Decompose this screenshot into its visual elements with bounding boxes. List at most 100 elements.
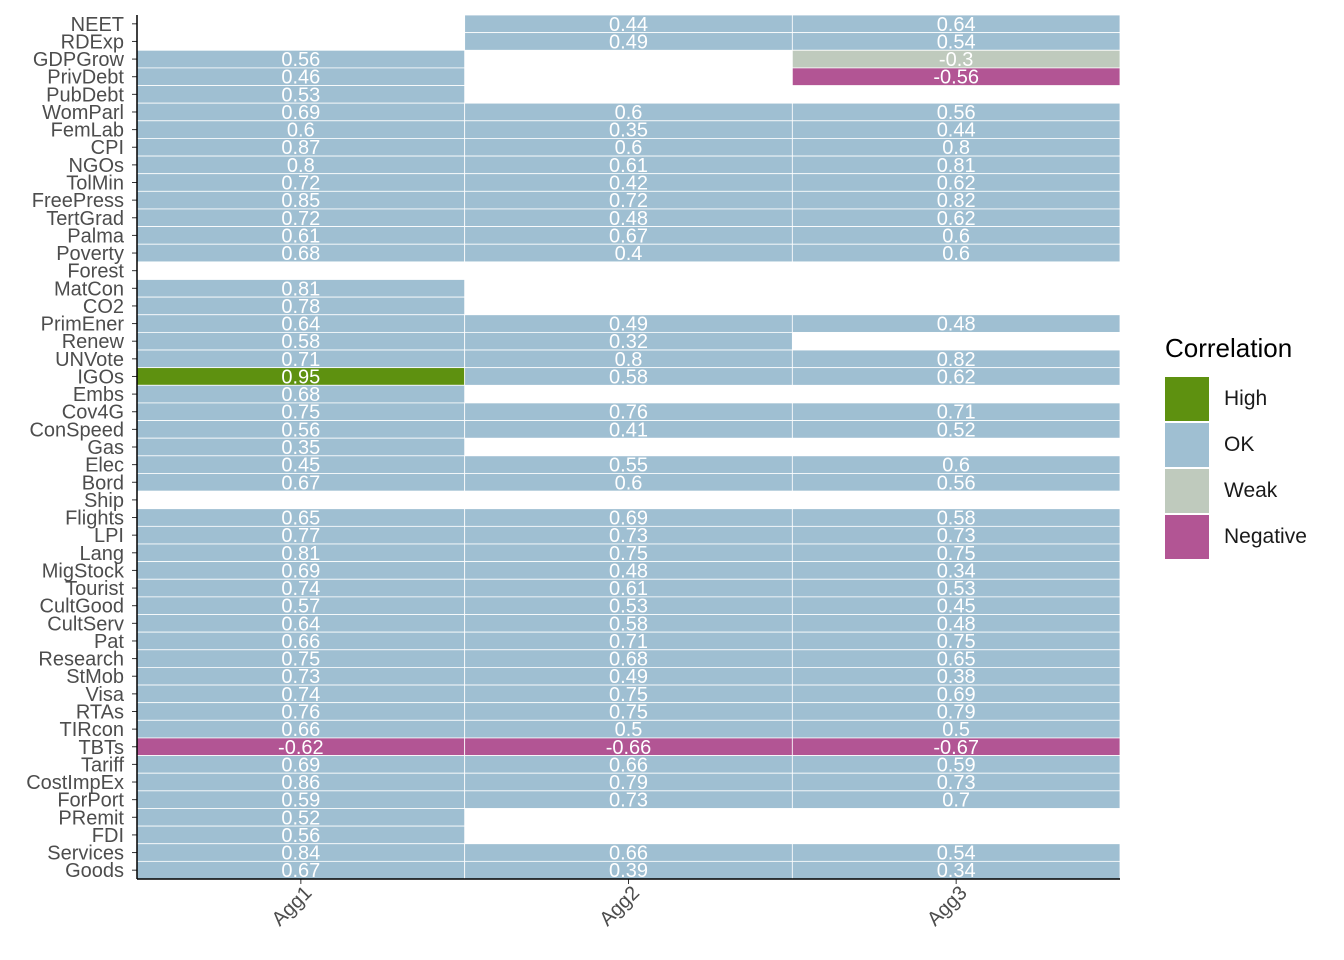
cell-label-tariff-agg2: 0.66 [609, 754, 648, 776]
cell-label-cultserv-agg2: 0.58 [609, 613, 648, 635]
cell-label-fdi-agg1: 0.56 [281, 825, 320, 847]
cell-label-femlab-agg1: 0.6 [287, 120, 315, 142]
cell-label-forport-agg3: 0.7 [942, 790, 970, 812]
cell-label-freepress-agg2: 0.72 [609, 190, 648, 212]
cell-label-flights-agg1: 0.65 [281, 508, 320, 530]
cell-label-cultserv-agg1: 0.64 [281, 613, 320, 635]
cell-label-neet-agg2: 0.44 [609, 14, 648, 36]
cell-label-bord-agg3: 0.56 [937, 472, 976, 494]
cell-label-flights-agg3: 0.58 [937, 508, 976, 530]
cell-label-tolmin-agg2: 0.42 [609, 173, 648, 195]
cell-label-cpi-agg2: 0.6 [615, 137, 643, 159]
heatmap-cell-forport-agg3 [791, 790, 1121, 809]
cell-label-tertgrad-agg1: 0.72 [281, 208, 320, 230]
y-tick-label-cpi: CPI [91, 137, 124, 159]
cell-label-renew-agg2: 0.32 [609, 331, 648, 353]
y-tick-label-co2: CO2 [83, 296, 124, 318]
legend-label-negative: Negative [1224, 525, 1307, 548]
cell-label-neet-agg3: 0.64 [937, 14, 976, 36]
x-tick-label-agg2: Agg2 [595, 882, 644, 931]
cell-label-tolmin-agg3: 0.62 [937, 173, 976, 195]
y-tick-label-womparl: WomParl [42, 102, 124, 124]
y-tick-label-privdebt: PrivDebt [47, 67, 124, 89]
cell-label-goods-agg1: 0.67 [281, 860, 320, 882]
legend-label-weak: Weak [1224, 479, 1278, 502]
y-tick-label-pat: Pat [94, 631, 124, 653]
cell-label-cultgood-agg1: 0.57 [281, 596, 320, 618]
cell-label-cultgood-agg3: 0.45 [937, 596, 976, 618]
y-tick-label-conspeed: ConSpeed [29, 419, 124, 441]
cell-label-primener-agg1: 0.64 [281, 314, 320, 336]
legend-swatch-ok [1165, 423, 1209, 467]
legend-label-ok: OK [1224, 433, 1255, 456]
cell-label-stmob-agg2: 0.49 [609, 666, 648, 688]
y-tick-label-services: Services [47, 843, 124, 865]
cell-label-tourist-agg1: 0.74 [281, 578, 320, 600]
cell-label-femlab-agg3: 0.44 [937, 120, 976, 142]
cell-label-palma-agg3: 0.6 [942, 225, 970, 247]
cell-label-forport-agg1: 0.59 [281, 790, 320, 812]
cell-label-ngos-agg3: 0.81 [937, 155, 976, 177]
y-tick-label-stmob: StMob [66, 666, 124, 688]
cell-label-pubdebt-agg1: 0.53 [281, 84, 320, 106]
legend-title: Correlation [1165, 333, 1293, 363]
cell-label-igos-agg3: 0.62 [937, 366, 976, 388]
x-tick-label-agg1: Agg1 [268, 882, 317, 931]
cell-label-research-agg3: 0.65 [937, 649, 976, 671]
heatmap-cell-poverty-agg3 [791, 243, 1121, 263]
y-tick-label-unvote: UNVote [55, 349, 124, 371]
y-tick-label-forport: ForPort [57, 790, 124, 812]
legend-item-high: High [1165, 377, 1335, 421]
cell-label-services-agg3: 0.54 [937, 843, 976, 865]
cell-label-lpi-agg2: 0.73 [609, 525, 648, 547]
heatmap-cell-conspeed-agg3 [791, 420, 1121, 439]
cell-label-research-agg1: 0.75 [281, 649, 320, 671]
y-tick-label-tariff: Tariff [81, 754, 124, 776]
cell-label-tertgrad-agg2: 0.48 [609, 208, 648, 230]
cell-label-cpi-agg1: 0.87 [281, 137, 320, 159]
cell-label-gdpgrow-agg3: -0.3 [939, 49, 973, 71]
y-tick-label-pubdebt: PubDebt [46, 84, 124, 106]
cell-label-stmob-agg3: 0.38 [937, 666, 976, 688]
legend-swatch-weak [1165, 469, 1209, 513]
y-tick-label-embs: Embs [73, 384, 124, 406]
cell-label-tourist-agg2: 0.61 [609, 578, 648, 600]
cell-label-migstock-agg1: 0.69 [281, 560, 320, 582]
cell-label-ngos-agg2: 0.61 [609, 155, 648, 177]
cell-label-costimpex-agg2: 0.79 [609, 772, 648, 794]
cell-label-elec-agg3: 0.6 [942, 455, 970, 477]
y-tick-label-tircon: TIRcon [60, 719, 124, 741]
cell-label-womparl-agg3: 0.56 [937, 102, 976, 124]
cell-label-primener-agg3: 0.48 [937, 314, 976, 336]
y-tick-label-migstock: MigStock [42, 560, 125, 582]
cell-label-conspeed-agg1: 0.56 [281, 419, 320, 441]
cell-label-gdpgrow-agg1: 0.56 [281, 49, 320, 71]
cell-label-embs-agg1: 0.68 [281, 384, 320, 406]
cell-label-renew-agg1: 0.58 [281, 331, 320, 353]
cell-label-services-agg1: 0.84 [281, 843, 320, 865]
y-tick-label-bord: Bord [82, 472, 124, 494]
cell-label-tbts-agg1: -0.62 [278, 737, 324, 759]
cell-label-costimpex-agg1: 0.86 [281, 772, 320, 794]
cell-label-rtas-agg1: 0.76 [281, 701, 320, 723]
cell-label-elec-agg1: 0.45 [281, 455, 320, 477]
y-tick-label-gas: Gas [87, 437, 124, 459]
legend-label-high: High [1224, 387, 1268, 410]
cell-label-premit-agg1: 0.52 [281, 807, 320, 829]
heatmap-cell-bord-agg3 [791, 473, 1121, 492]
cell-label-bord-agg1: 0.67 [281, 472, 320, 494]
cell-label-bord-agg2: 0.6 [615, 472, 643, 494]
cell-label-igos-agg2: 0.58 [609, 366, 648, 388]
cell-label-rtas-agg2: 0.75 [609, 701, 648, 723]
cell-label-visa-agg1: 0.74 [281, 684, 320, 706]
cell-label-cov4g-agg3: 0.71 [937, 402, 976, 424]
cell-label-cov4g-agg2: 0.76 [609, 402, 648, 424]
cell-label-visa-agg2: 0.75 [609, 684, 648, 706]
cell-label-tariff-agg1: 0.69 [281, 754, 320, 776]
y-tick-label-tolmin: TolMin [66, 173, 124, 195]
cell-label-lpi-agg1: 0.77 [281, 525, 320, 547]
cell-label-palma-agg2: 0.67 [609, 225, 648, 247]
y-tick-label-tbts: TBTs [78, 737, 124, 759]
y-tick-label-lang: Lang [80, 543, 125, 565]
